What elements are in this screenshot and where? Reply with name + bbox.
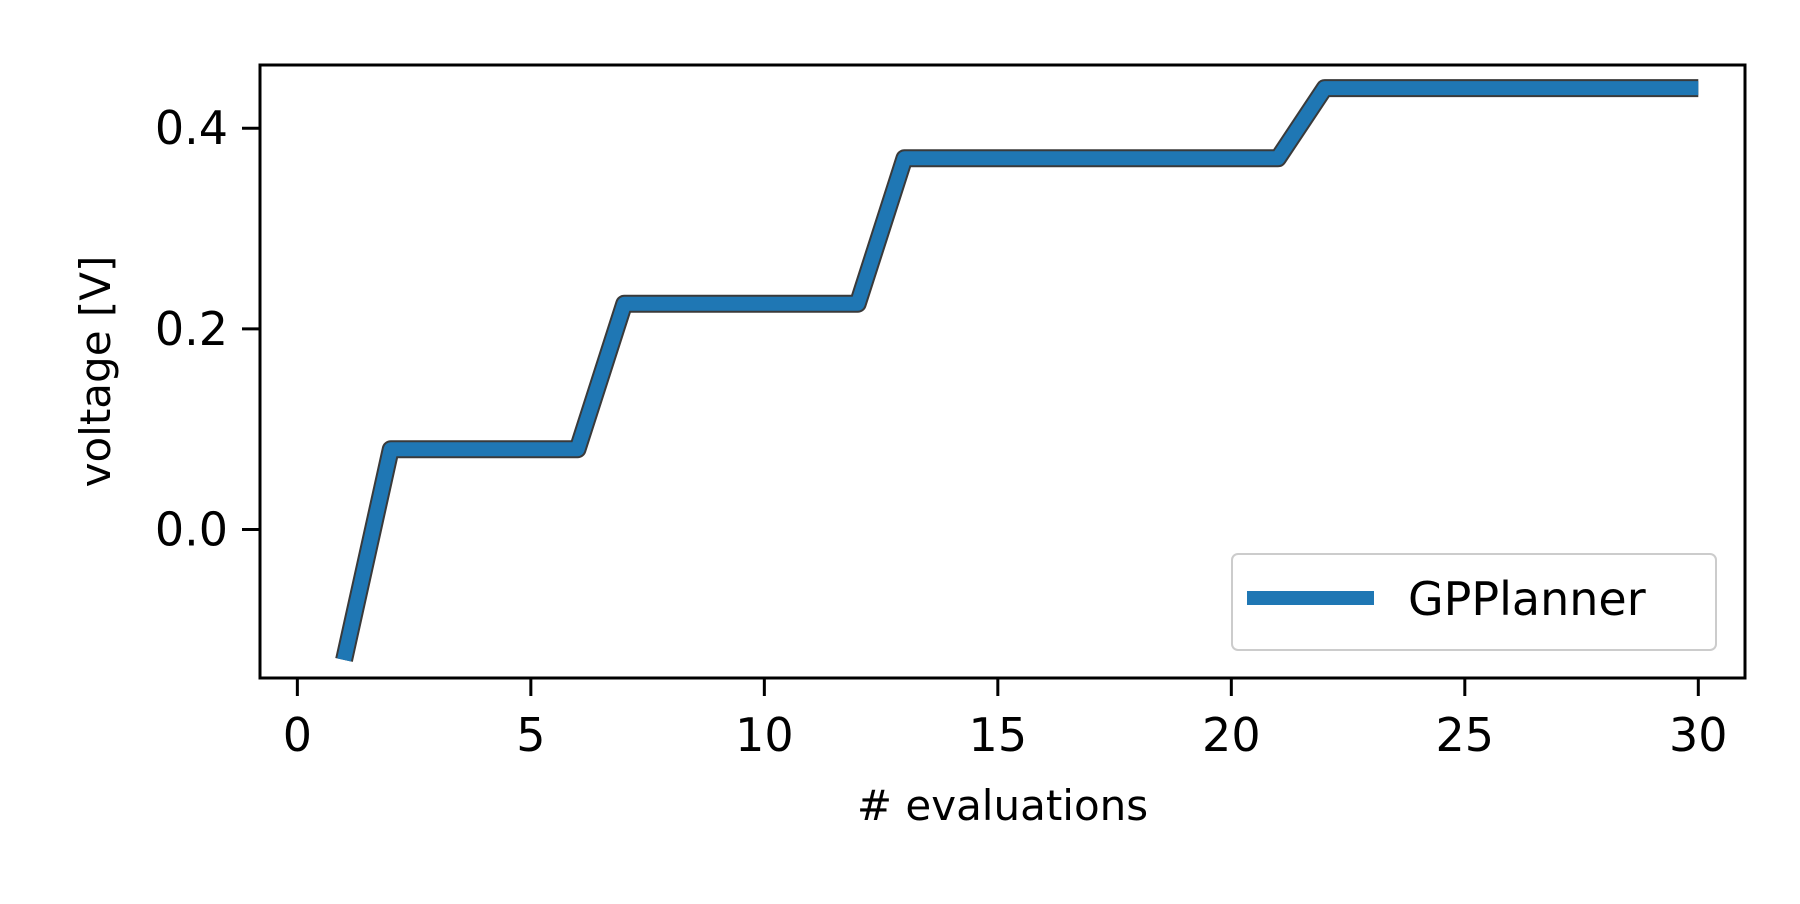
x-tick-label: 5 [516, 708, 545, 762]
legend-label-gpplanner: GPPlanner [1408, 572, 1646, 626]
x-tick-label: 0 [283, 708, 312, 762]
plot-area [335, 79, 1699, 662]
y-axis-label: voltage [V] [71, 256, 120, 488]
x-tick-label: 15 [969, 708, 1028, 762]
legend: GPPlanner [1231, 553, 1717, 651]
legend-box [1231, 553, 1717, 651]
x-tick-label: 25 [1436, 708, 1495, 762]
x-tick-label: 10 [735, 708, 794, 762]
y-tick-label: 0.2 [155, 302, 228, 356]
axes-frame [258, 63, 1747, 680]
x-tick-label: 20 [1202, 708, 1261, 762]
y-tick-label: 0.0 [155, 503, 228, 557]
x-axis: 0 5 10 15 20 25 30 [283, 678, 1728, 762]
series-line-gpplanner [337, 81, 1699, 662]
y-tick-label: 0.4 [155, 101, 228, 155]
x-axis-label: # evaluations [857, 781, 1148, 830]
y-axis: 0.0 0.2 0.4 [155, 101, 260, 557]
x-tick-label: 30 [1669, 708, 1728, 762]
